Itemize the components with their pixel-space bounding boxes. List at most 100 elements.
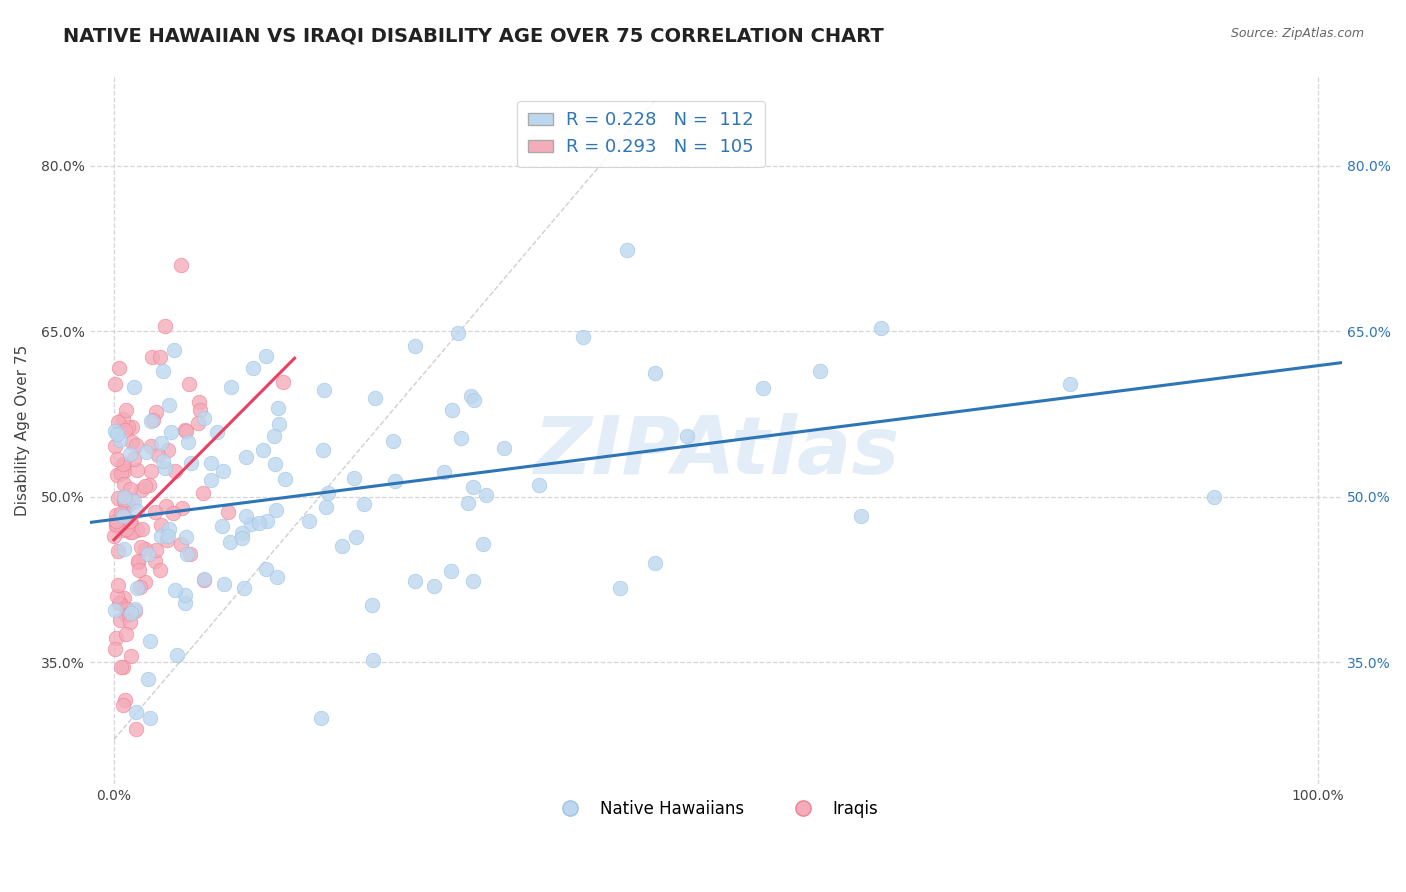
Point: [163, 582, 186, 597]
Point: [143, 554, 166, 568]
Point: [440, 402, 463, 417]
Point: [112, 457, 135, 471]
Point: [247, 516, 270, 530]
Point: [231, 525, 253, 540]
Point: [115, 627, 138, 641]
Point: [160, 425, 183, 440]
Point: [471, 537, 494, 551]
Point: [120, 615, 142, 629]
Point: [124, 601, 146, 615]
Point: [849, 508, 872, 523]
Point: [312, 442, 335, 457]
Point: [105, 631, 128, 645]
Point: [353, 497, 375, 511]
Point: [344, 530, 367, 544]
Point: [150, 436, 173, 450]
Point: [115, 522, 138, 536]
Point: [143, 505, 166, 519]
Y-axis label: Disability Age Over 75: Disability Age Over 75: [15, 345, 30, 516]
Text: Source: ZipAtlas.com: Source: ZipAtlas.com: [1230, 27, 1364, 40]
Point: [217, 505, 239, 519]
Point: [384, 474, 406, 488]
Point: [105, 426, 128, 441]
Point: [114, 403, 136, 417]
Point: [112, 464, 135, 478]
Point: [170, 258, 193, 272]
Point: [104, 602, 127, 616]
Point: [330, 539, 353, 553]
Point: [138, 633, 160, 648]
Point: [103, 529, 125, 543]
Point: [148, 448, 170, 462]
Point: [114, 496, 136, 510]
Point: [104, 642, 127, 657]
Point: [240, 517, 263, 532]
Point: [105, 451, 128, 466]
Point: [112, 541, 135, 556]
Point: [157, 522, 180, 536]
Point: [571, 329, 593, 343]
Point: [145, 543, 167, 558]
Legend: Native Hawaiians, Iraqis: Native Hawaiians, Iraqis: [547, 794, 886, 825]
Point: [266, 570, 288, 584]
Point: [104, 376, 127, 391]
Point: [269, 417, 291, 431]
Point: [644, 366, 666, 380]
Point: [128, 580, 150, 594]
Point: [141, 414, 163, 428]
Point: [111, 523, 134, 537]
Point: [139, 438, 162, 452]
Point: [450, 431, 472, 445]
Point: [153, 319, 176, 334]
Point: [121, 434, 143, 449]
Point: [191, 486, 214, 500]
Point: [125, 581, 148, 595]
Point: [104, 519, 127, 533]
Point: [193, 573, 215, 587]
Point: [232, 582, 254, 596]
Point: [112, 477, 135, 491]
Point: [122, 452, 145, 467]
Point: [235, 450, 257, 464]
Point: [149, 517, 172, 532]
Point: [112, 412, 135, 426]
Point: [177, 435, 200, 450]
Point: [105, 467, 128, 482]
Point: [1059, 376, 1081, 391]
Point: [363, 653, 385, 667]
Point: [111, 698, 134, 712]
Point: [212, 577, 235, 591]
Point: [107, 415, 129, 429]
Point: [460, 389, 482, 403]
Point: [138, 478, 160, 492]
Point: [111, 508, 134, 523]
Point: [433, 466, 456, 480]
Point: [177, 376, 200, 391]
Point: [129, 483, 152, 497]
Point: [117, 607, 139, 621]
Point: [271, 375, 294, 389]
Point: [125, 503, 148, 517]
Point: [157, 398, 180, 412]
Point: [231, 531, 253, 545]
Point: [111, 457, 134, 471]
Point: [254, 350, 277, 364]
Point: [529, 478, 551, 492]
Point: [125, 705, 148, 719]
Point: [107, 491, 129, 505]
Point: [145, 405, 167, 419]
Point: [174, 588, 197, 602]
Point: [142, 413, 165, 427]
Point: [117, 498, 139, 512]
Point: [200, 456, 222, 470]
Point: [127, 463, 149, 477]
Point: [141, 464, 163, 478]
Point: [104, 514, 127, 528]
Point: [125, 438, 148, 452]
Point: [108, 613, 131, 627]
Point: [114, 490, 136, 504]
Point: [127, 524, 149, 538]
Point: [112, 493, 135, 508]
Point: [170, 501, 193, 516]
Point: [129, 540, 152, 554]
